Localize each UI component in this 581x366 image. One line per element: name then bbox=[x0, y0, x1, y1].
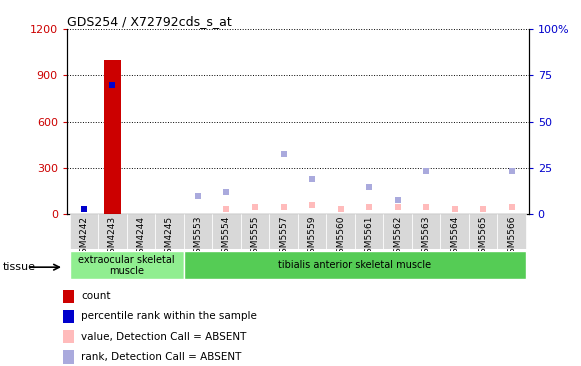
Text: GSM5559: GSM5559 bbox=[307, 216, 317, 259]
Bar bbox=[327, 214, 355, 249]
Bar bbox=[63, 310, 74, 323]
Bar bbox=[469, 214, 497, 249]
Bar bbox=[184, 214, 212, 249]
Text: GDS254 / X72792cds_s_at: GDS254 / X72792cds_s_at bbox=[67, 15, 232, 28]
Text: GSM5565: GSM5565 bbox=[479, 216, 487, 259]
Bar bbox=[70, 251, 184, 279]
Bar bbox=[412, 214, 440, 249]
Text: GSM5566: GSM5566 bbox=[507, 216, 516, 259]
Bar bbox=[104, 60, 121, 214]
Bar bbox=[98, 214, 127, 249]
Text: rank, Detection Call = ABSENT: rank, Detection Call = ABSENT bbox=[81, 352, 242, 362]
Text: tissue: tissue bbox=[3, 262, 36, 272]
Bar bbox=[155, 214, 184, 249]
Text: count: count bbox=[81, 291, 110, 301]
Bar bbox=[383, 214, 412, 249]
Bar bbox=[63, 330, 74, 343]
Text: GSM5562: GSM5562 bbox=[393, 216, 402, 259]
Text: GSM5553: GSM5553 bbox=[193, 216, 202, 259]
Text: extraocular skeletal
muscle: extraocular skeletal muscle bbox=[78, 254, 175, 276]
Text: GSM5564: GSM5564 bbox=[450, 216, 459, 259]
Text: percentile rank within the sample: percentile rank within the sample bbox=[81, 311, 257, 321]
Text: value, Detection Call = ABSENT: value, Detection Call = ABSENT bbox=[81, 332, 246, 341]
Bar bbox=[212, 214, 241, 249]
Bar bbox=[355, 214, 383, 249]
Text: GSM5554: GSM5554 bbox=[222, 216, 231, 259]
Bar bbox=[241, 214, 269, 249]
Bar bbox=[440, 214, 469, 249]
Bar bbox=[63, 350, 74, 363]
Bar bbox=[298, 214, 327, 249]
Text: tibialis anterior skeletal muscle: tibialis anterior skeletal muscle bbox=[278, 260, 431, 270]
Text: GSM4242: GSM4242 bbox=[80, 216, 88, 259]
Text: GSM4245: GSM4245 bbox=[165, 216, 174, 259]
Bar bbox=[269, 214, 297, 249]
Bar bbox=[63, 290, 74, 303]
Text: GSM5555: GSM5555 bbox=[250, 216, 260, 259]
Text: GSM5561: GSM5561 bbox=[364, 216, 374, 259]
Text: GSM5563: GSM5563 bbox=[422, 216, 431, 259]
Text: GSM4243: GSM4243 bbox=[108, 216, 117, 259]
Bar bbox=[497, 214, 526, 249]
Bar bbox=[127, 214, 155, 249]
Text: GSM5557: GSM5557 bbox=[279, 216, 288, 259]
Bar bbox=[70, 214, 98, 249]
Text: GSM5560: GSM5560 bbox=[336, 216, 345, 259]
Text: GSM4244: GSM4244 bbox=[137, 216, 145, 259]
Bar bbox=[184, 251, 526, 279]
